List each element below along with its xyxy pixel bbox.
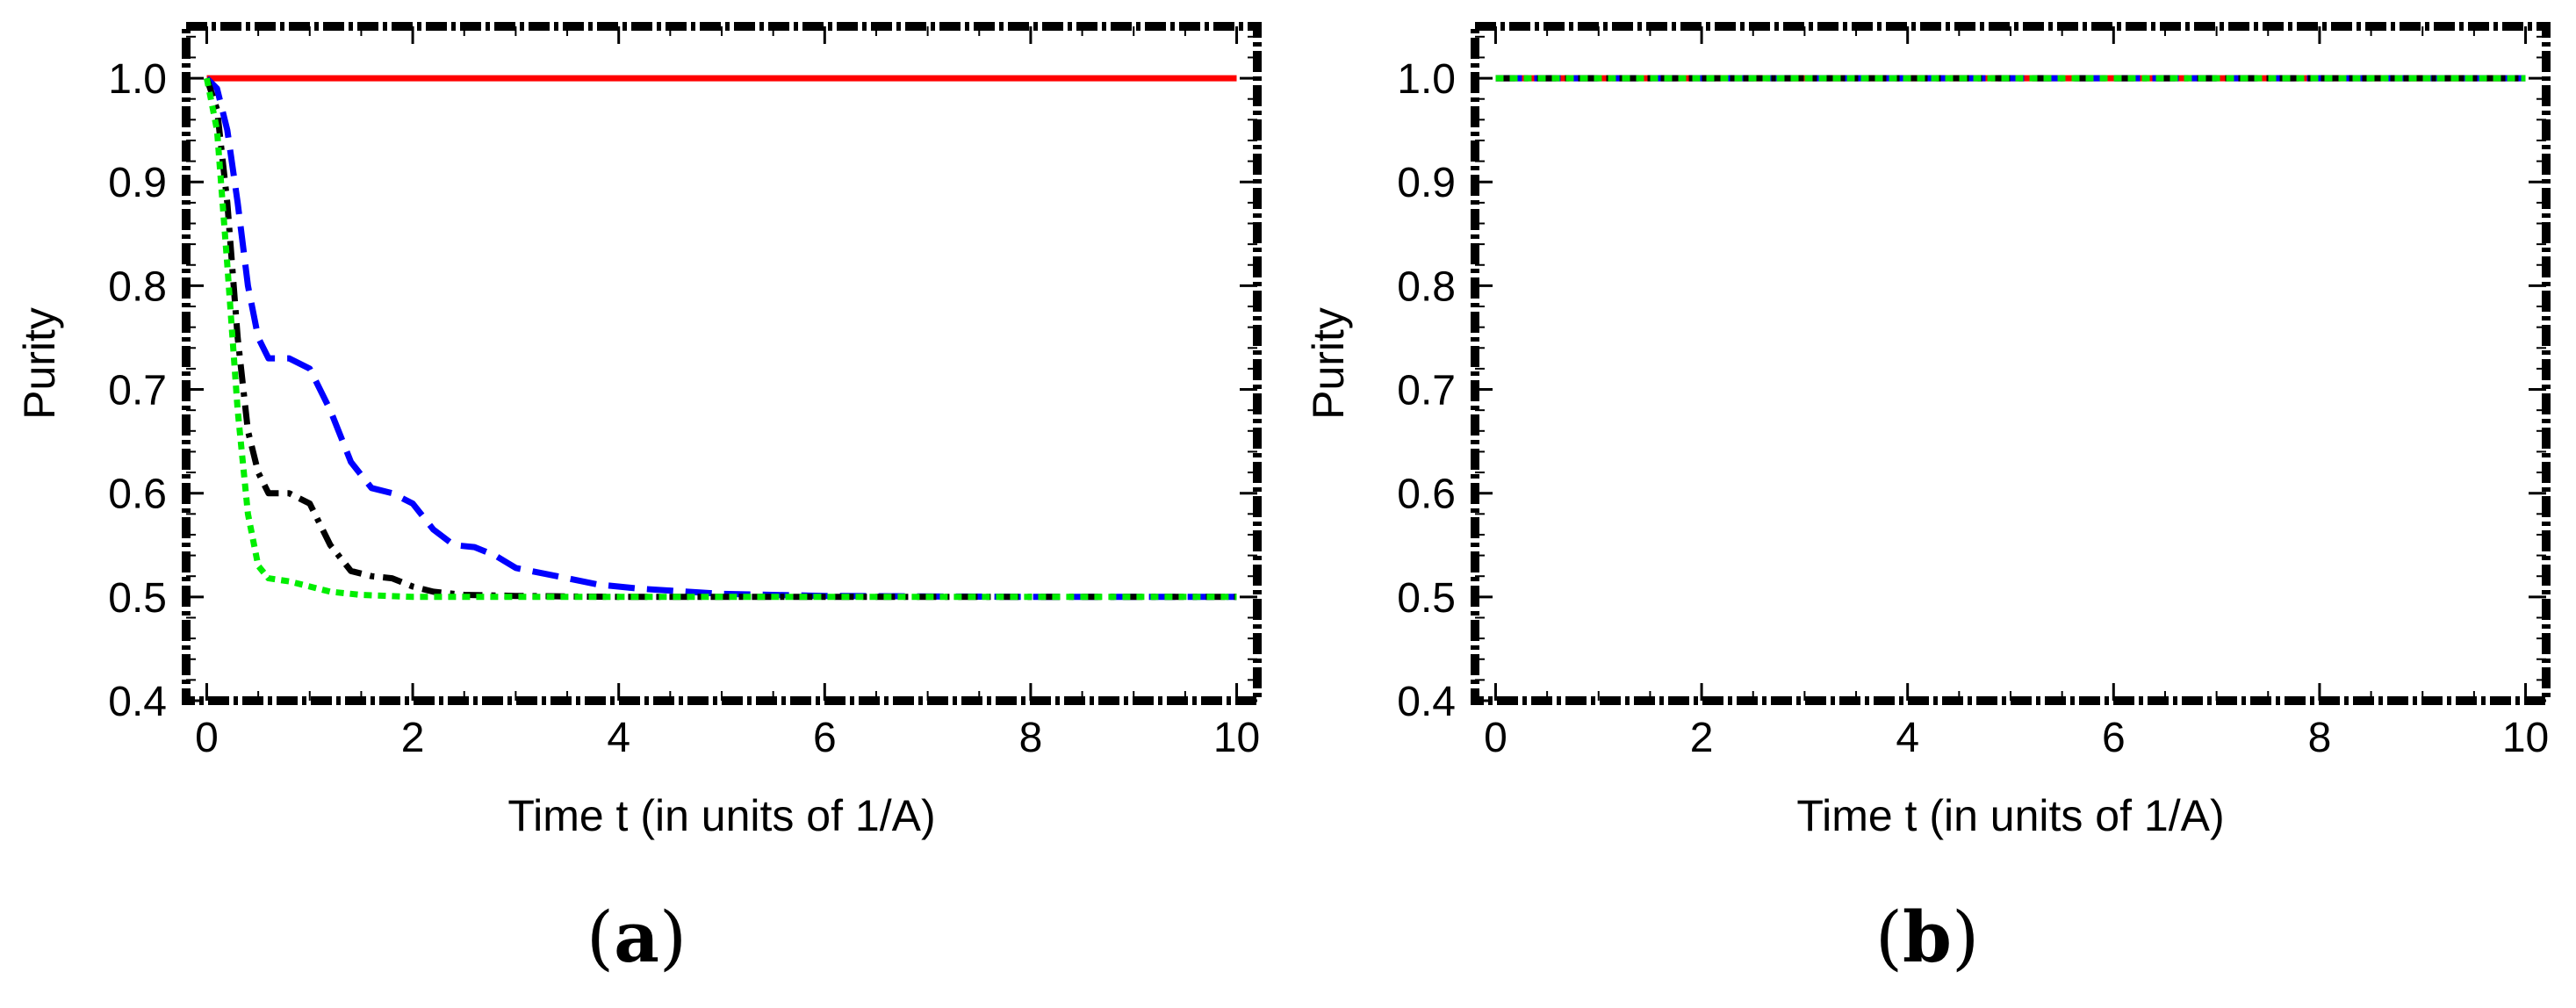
y-tick-label: 1.0 [1397,56,1456,103]
y-axis-label: Purity [1304,307,1353,420]
x-tick-label: 4 [1896,715,1919,761]
panel-label: (a) [586,896,687,978]
y-tick-label: 0.4 [108,679,167,725]
y-tick-label: 0.5 [108,575,167,622]
x-tick-label: 10 [1213,715,1260,761]
y-tick-label: 0.7 [1397,368,1456,414]
y-tick-label: 0.5 [1397,575,1456,622]
y-tick-label: 0.8 [108,263,167,310]
y-tick-label: 0.9 [108,160,167,206]
y-tick-label: 0.8 [1397,263,1456,310]
plot-frame [1471,22,2551,705]
y-tick-label: 0.4 [1397,679,1456,725]
series-line-dotted [204,77,1237,601]
x-axis-label: Time t (in units of 1/A) [1796,791,2224,840]
x-tick-label: 2 [1690,715,1714,761]
x-tick-label: 6 [813,715,837,761]
panel-b: 0 2 4 6 8 10 0.4 0.5 0.6 0.7 0.8 0.9 1.0 Time t (in u… [1304,22,2551,978]
y-tick-label: 0.6 [1397,472,1456,518]
y-tick-label: 0.7 [108,368,167,414]
panel-letter: a [614,896,659,978]
x-tick-label: 0 [1484,715,1507,761]
x-tick-label: 0 [195,715,219,761]
panel-label: (b) [1875,896,1979,978]
series-line-dashed [205,76,1237,601]
panel-letter: b [1903,896,1952,978]
x-tick-label: 4 [607,715,630,761]
x-tick-label: 2 [401,715,425,761]
y-tick-label: 0.6 [108,472,167,518]
x-tick-label: 10 [2502,715,2549,761]
y-tick-label: 0.9 [1397,160,1456,206]
y-axis-label: Purity [15,307,64,420]
x-axis-label: Time t (in units of 1/A) [507,791,935,840]
x-tick-label: 8 [2308,715,2332,761]
x-tick-label: 6 [2102,715,2126,761]
y-tick-label: 1.0 [108,56,167,103]
series-line-dash-dot [204,77,1237,601]
x-tick-label: 8 [1019,715,1043,761]
panel-a: 0 2 4 6 8 10 0.4 0.5 0.6 0.7 0.8 0.9 1.0 Time t (in u… [15,22,1262,978]
